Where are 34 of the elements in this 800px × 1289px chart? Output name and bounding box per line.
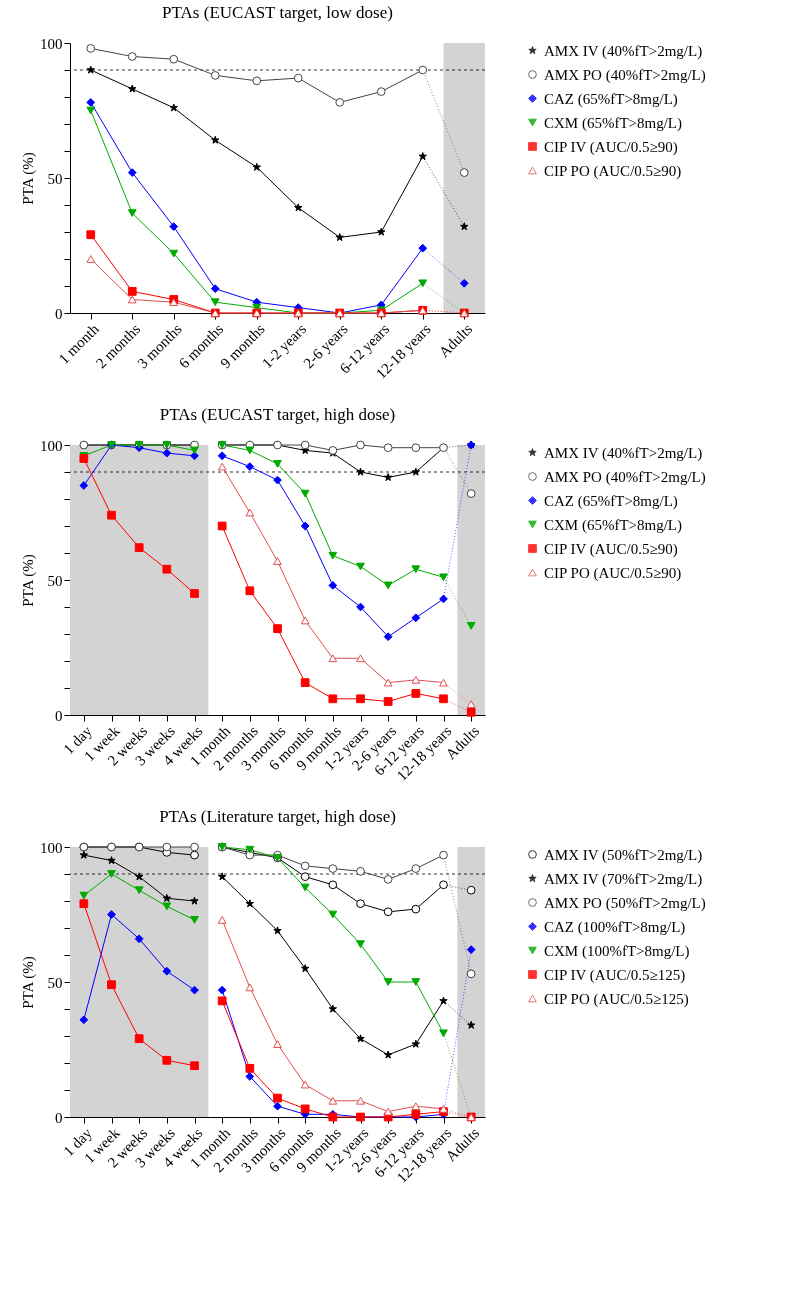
y-tick-label: 100 [40,839,63,856]
y-tick-label: 100 [40,437,63,454]
legend-label: AMX PO (40%fT>2mg/L) [544,468,706,486]
legend-label: CAZ (65%fT>8mg/L) [544,492,678,510]
y-tick-label: 0 [55,1109,63,1126]
y-tick-label: 50 [47,974,63,991]
legend-label: CXM (65%fT>8mg/L) [544,114,683,132]
y-tick-label: 50 [47,170,63,187]
legend-label: CXM (65%fT>8mg/L) [544,516,683,534]
y-tick-label: 0 [55,305,63,322]
legend-label: CAZ (65%fT>8mg/L) [544,90,678,108]
legend-label: AMX IV (70%fT>2mg/L) [544,870,703,888]
y-axis-title: PTA (%) [20,152,37,205]
legend-label: CIP PO (AUC/0.5≥125) [544,990,689,1008]
y-axis-title: PTA (%) [20,956,37,1009]
y-axis-title: PTA (%) [20,554,37,607]
chart-title: PTAs (Literature target, high dose) [159,807,396,826]
legend-label: CIP IV (AUC/0.5≥125) [544,966,686,984]
chart-title: PTAs (EUCAST target, low dose) [162,3,393,22]
legend-label: AMX PO (40%fT>2mg/L) [544,66,706,84]
legend-label: CIP IV (AUC/0.5≥90) [544,138,678,156]
y-tick-label: 100 [40,35,63,52]
legend-label: AMX IV (50%fT>2mg/L) [544,846,703,864]
legend-label: CIP IV (AUC/0.5≥90) [544,540,678,558]
legend-label: AMX IV (40%fT>2mg/L) [544,42,703,60]
y-tick-label: 50 [47,572,63,589]
legend-label: CAZ (100%fT>8mg/L) [544,918,686,936]
y-tick-label: 0 [55,707,63,724]
legend-label: CIP PO (AUC/0.5≥90) [544,162,682,180]
legend-label: CIP PO (AUC/0.5≥90) [544,564,682,582]
legend-label: AMX PO (50%fT>2mg/L) [544,894,706,912]
chart-title: PTAs (EUCAST target, high dose) [159,405,396,424]
legend-label: AMX IV (40%fT>2mg/L) [544,444,703,462]
legend-label: CXM (100%fT>8mg/L) [544,942,690,960]
